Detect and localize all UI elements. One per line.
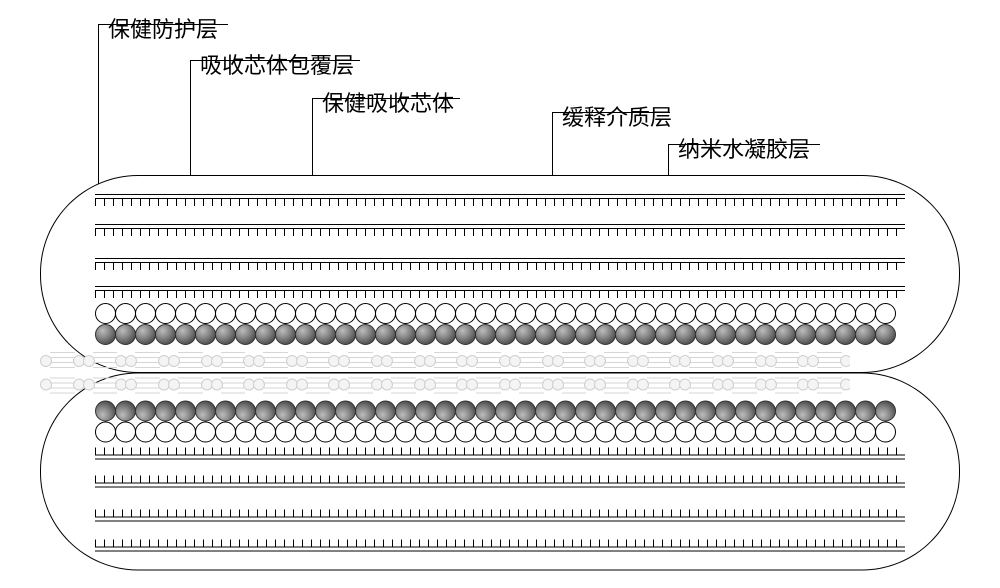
leader-coating-h	[190, 60, 360, 61]
leader-protective-v	[98, 24, 99, 197]
cross-section-diagram	[40, 175, 960, 570]
layer-protective	[95, 183, 905, 243]
solid-sphere-row	[95, 324, 905, 345]
label-hydrogel: 纳米水凝胶层	[678, 132, 810, 164]
label-protective: 保健防护层	[108, 12, 218, 44]
layer-core	[95, 303, 905, 324]
leader-core-h	[312, 98, 460, 99]
label-coating: 吸收芯体包覆层	[200, 48, 354, 80]
layer-release	[95, 324, 905, 345]
upper-half	[40, 175, 960, 373]
leader-protective-h	[98, 24, 228, 25]
open-sphere-row	[95, 303, 905, 324]
lower-half	[40, 373, 960, 571]
label-core: 保健吸收芯体	[322, 86, 454, 118]
leader-hydrogel-h	[668, 144, 820, 145]
layer-coating	[95, 247, 905, 303]
leader-release-h	[552, 112, 670, 113]
label-release: 缓释介质层	[562, 100, 672, 132]
